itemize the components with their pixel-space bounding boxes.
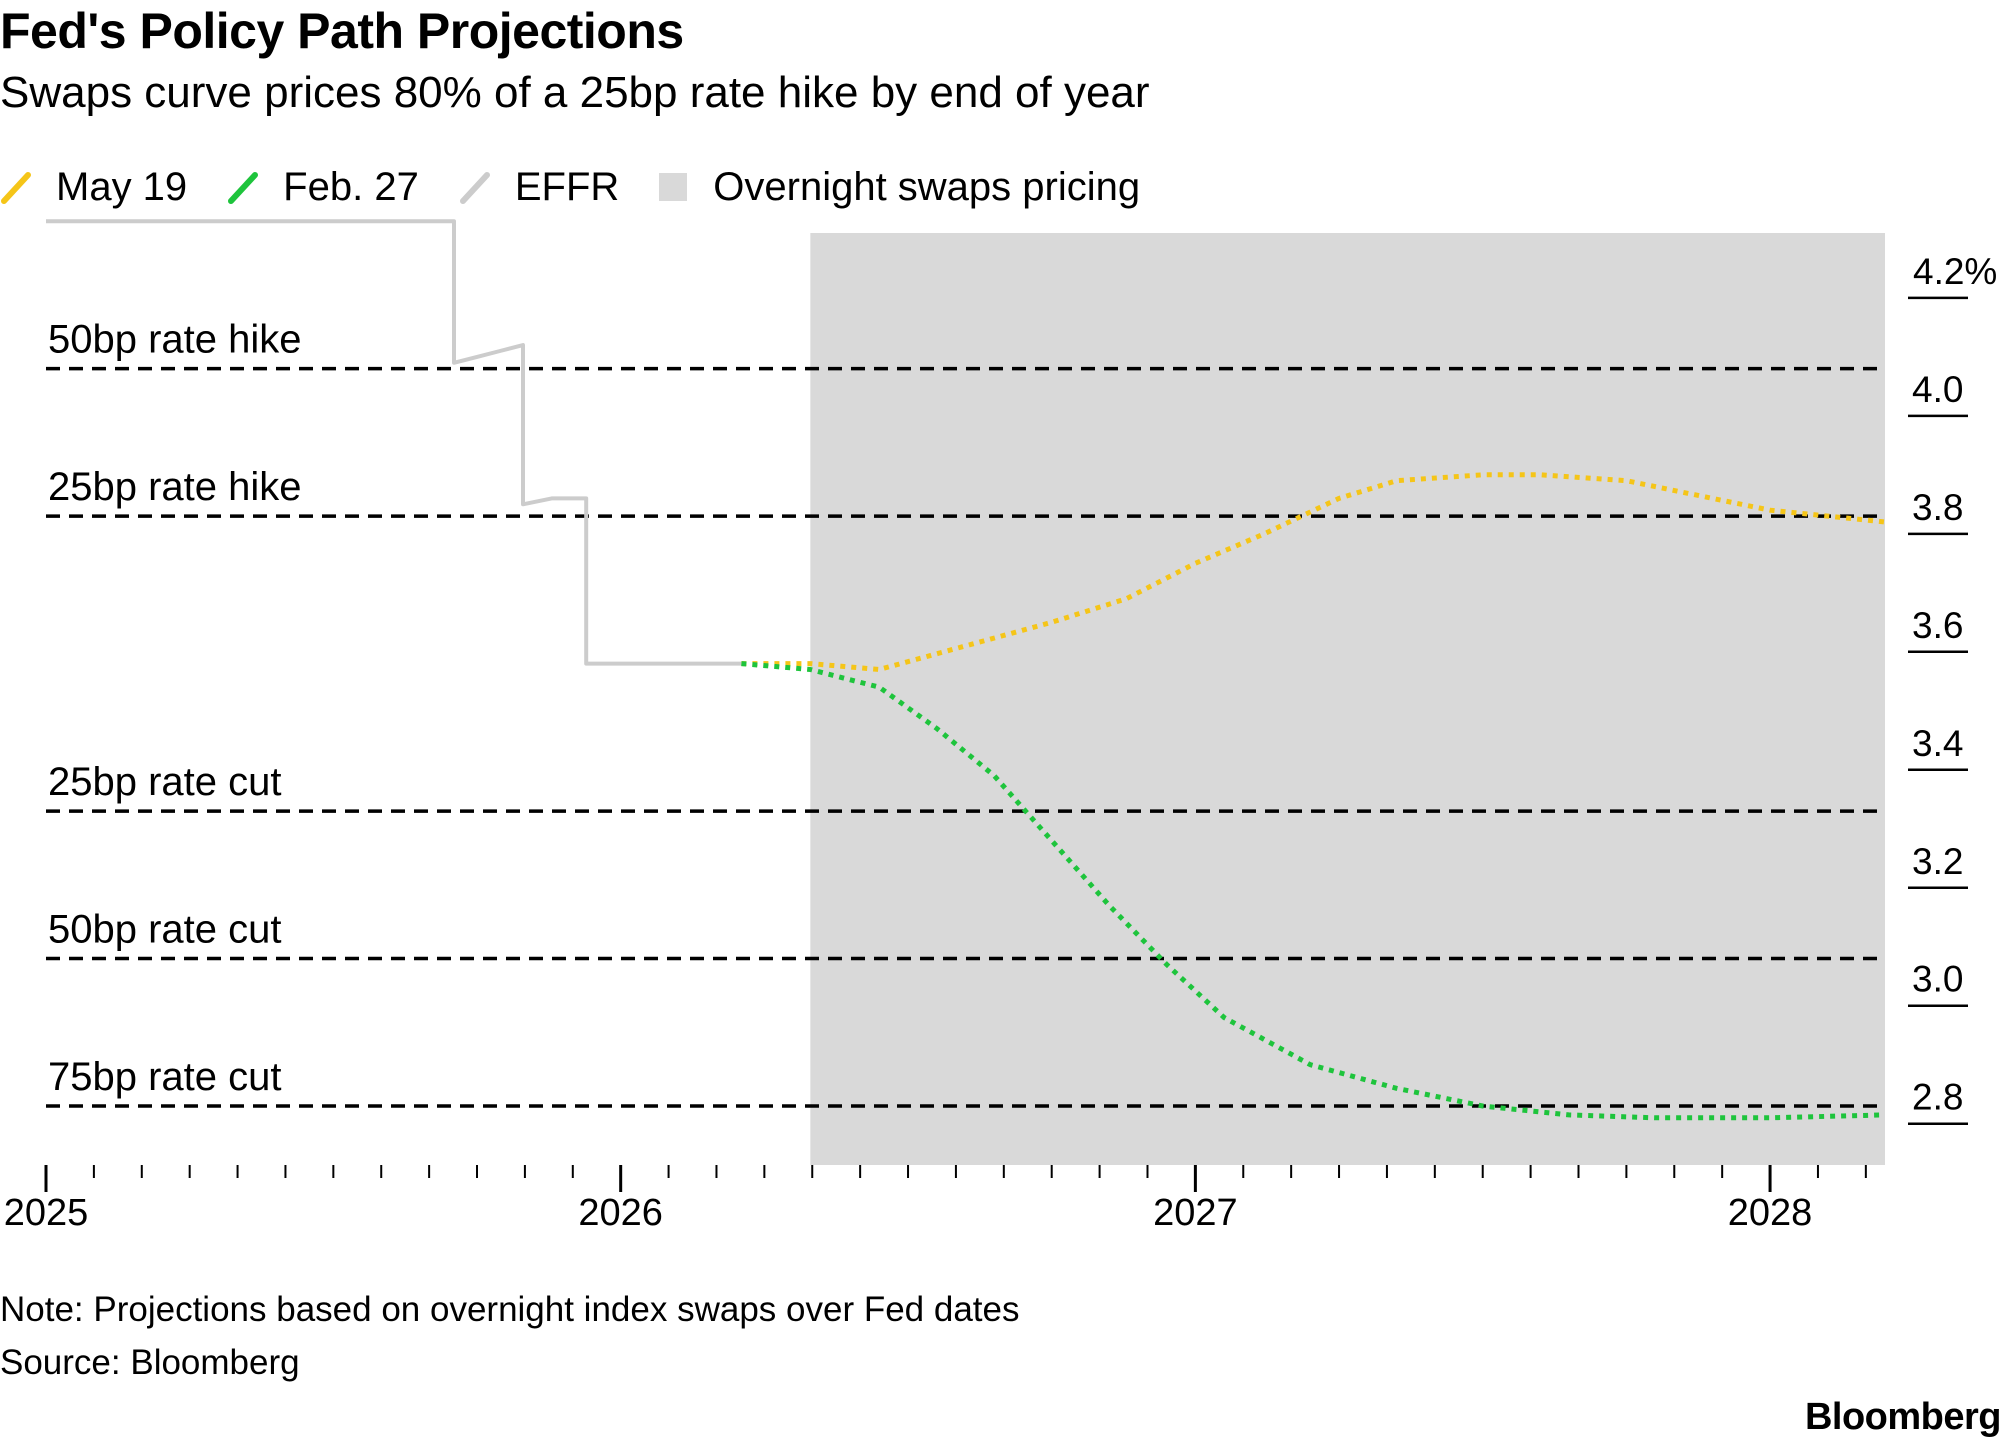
bloomberg-logo: Bloomberg xyxy=(1804,1396,2002,1438)
ref-label-25bp-rate-cut: 25bp rate cut xyxy=(48,760,282,804)
shaded-region-swaps-pricing xyxy=(810,233,1885,1165)
legend-swatch-may-19 xyxy=(1,172,31,204)
y-tick-label-2: 3.8 xyxy=(1912,487,1963,528)
x-tick-label-2027: 2027 xyxy=(1153,1192,1238,1234)
y-tick-label-5: 3.2 xyxy=(1912,841,1963,882)
y-tick-label-7: 2.8 xyxy=(1912,1077,1963,1118)
y-tick-label-3: 3.6 xyxy=(1912,605,1963,646)
ref-label-75bp-rate-cut: 75bp rate cut xyxy=(48,1055,282,1099)
legend-swatch-feb-27 xyxy=(228,172,259,204)
chart-title: Fed's Policy Path Projections xyxy=(0,3,684,59)
legend-label-effr: EFFR xyxy=(514,164,620,209)
footnote: Note: Projections based on overnight ind… xyxy=(0,1290,1020,1329)
legend-item-feb-27[interactable]: Feb. 27 xyxy=(227,165,419,210)
y-tick-label-4: 3.4 xyxy=(1912,723,1963,764)
legend-item-effr[interactable]: EFFR xyxy=(459,165,619,210)
ref-label-25bp-rate-hike: 25bp rate hike xyxy=(48,465,302,509)
legend: May 19 Feb. 27 EFFR Overnight swaps pric… xyxy=(0,160,1180,214)
policy-path-chart: 50bp rate hike 25bp rate hike 25bp rate cu… xyxy=(4,219,1997,1234)
y-tick-label-0: 4.2% xyxy=(1913,251,1997,292)
source-line: Source: Bloomberg xyxy=(0,1343,300,1382)
y-tick-label-6: 3.0 xyxy=(1912,959,1963,1000)
series-line-effr xyxy=(46,219,742,666)
ref-label-50bp-rate-hike: 50bp rate hike xyxy=(48,318,302,362)
legend-label-swaps-pricing: Overnight swaps pricing xyxy=(713,164,1141,209)
legend-swatch-effr xyxy=(459,172,490,204)
x-tick-label-2025: 2025 xyxy=(4,1192,89,1234)
x-tick-label-2026: 2026 xyxy=(578,1192,663,1234)
legend-swatch-swaps-pricing xyxy=(659,173,688,201)
y-tick-label-1: 4.0 xyxy=(1912,369,1963,410)
legend-label-may-19: May 19 xyxy=(56,164,188,209)
legend-label-feb-27: Feb. 27 xyxy=(283,164,419,209)
series-line-feb-27 xyxy=(741,661,1886,1121)
legend-item-swaps-pricing[interactable]: Overnight swaps pricing xyxy=(659,165,1140,210)
chart-subtitle: Swaps curve prices 80% of a 25bp rate hi… xyxy=(0,68,1150,117)
ref-label-50bp-rate-cut: 50bp rate cut xyxy=(48,908,282,952)
x-tick-label-2028: 2028 xyxy=(1728,1192,1813,1234)
legend-item-may-19[interactable]: May 19 xyxy=(0,165,187,210)
